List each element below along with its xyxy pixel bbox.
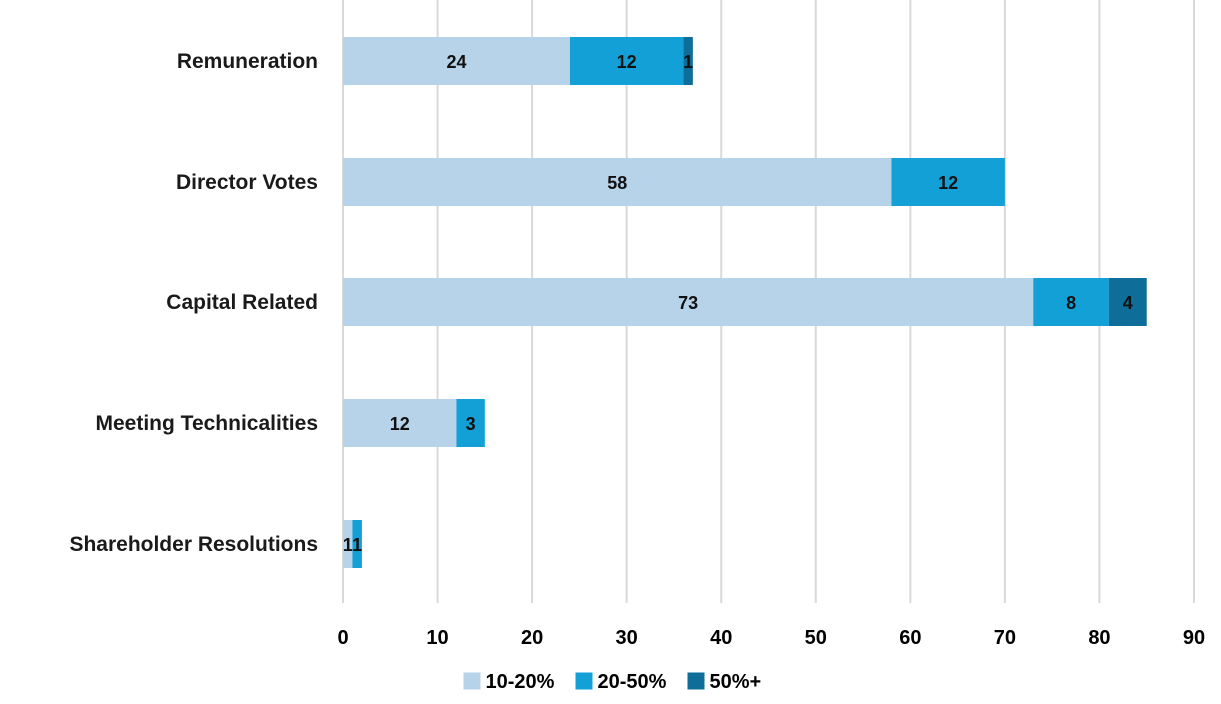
bar-segment bbox=[343, 278, 1034, 326]
x-tick-label: 60 bbox=[899, 627, 921, 649]
data-label: 12 bbox=[938, 173, 958, 193]
legend: 10-20% 20-50% 50%+ bbox=[463, 671, 762, 693]
category-label: Shareholder Resolutions bbox=[69, 533, 318, 556]
bar-segment bbox=[343, 37, 570, 85]
data-label: 4 bbox=[1123, 293, 1133, 313]
axis-layer: 0 10 20 30 40 50 60 70 80 90 Remuneration Director … bbox=[69, 50, 1205, 649]
category-label: Director Votes bbox=[176, 171, 318, 194]
data-label: 73 bbox=[678, 293, 698, 313]
legend-swatch bbox=[575, 672, 593, 690]
x-tick-label: 30 bbox=[616, 627, 638, 649]
data-label: 1 bbox=[352, 535, 362, 555]
data-label: 12 bbox=[390, 414, 410, 434]
legend-swatch bbox=[463, 672, 481, 690]
data-label: 8 bbox=[1066, 293, 1076, 313]
bar-segment bbox=[343, 399, 457, 447]
bars-layer bbox=[343, 37, 1147, 568]
bar-segment bbox=[343, 520, 353, 568]
bar-segment bbox=[683, 37, 693, 85]
bar-segment bbox=[891, 158, 1005, 206]
x-tick-label: 50 bbox=[805, 627, 827, 649]
category-label: Remuneration bbox=[177, 50, 318, 73]
x-tick-label: 0 bbox=[337, 627, 348, 649]
data-label: 1 bbox=[343, 535, 353, 555]
x-tick-label: 90 bbox=[1183, 627, 1205, 649]
bar-segment bbox=[569, 37, 684, 85]
bar-segment bbox=[1108, 278, 1147, 326]
legend-swatch bbox=[687, 672, 705, 690]
bar-segment bbox=[456, 399, 485, 447]
bar-segment bbox=[1033, 278, 1109, 326]
bar-segment bbox=[352, 520, 362, 568]
x-tick-label: 10 bbox=[426, 627, 448, 649]
x-tick-label: 70 bbox=[994, 627, 1016, 649]
data-label: 24 bbox=[446, 52, 466, 72]
data-label: 3 bbox=[466, 414, 476, 434]
legend-label: 50%+ bbox=[710, 671, 762, 693]
x-tick-label: 20 bbox=[521, 627, 543, 649]
data-label: 1 bbox=[683, 52, 693, 72]
legend-label: 10-20% bbox=[486, 671, 555, 693]
category-label: Capital Related bbox=[166, 291, 318, 314]
x-tick-label: 40 bbox=[710, 627, 732, 649]
data-label: 58 bbox=[607, 173, 627, 193]
category-label: Meeting Technicalities bbox=[96, 412, 319, 435]
legend-label: 20-50% bbox=[598, 671, 667, 693]
x-tick-label: 80 bbox=[1088, 627, 1110, 649]
bar-segment bbox=[343, 158, 892, 206]
data-label: 12 bbox=[617, 52, 637, 72]
